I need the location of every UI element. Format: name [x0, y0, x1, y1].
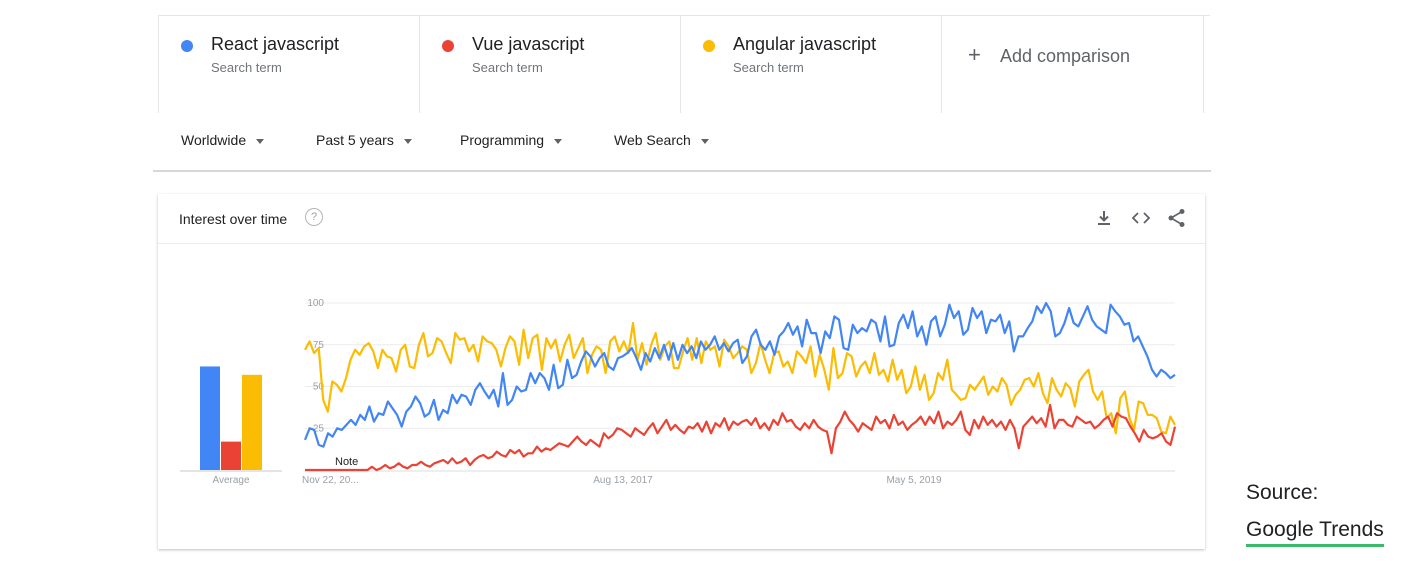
question-circle-icon[interactable]: ?	[305, 208, 323, 226]
interest-over-time-chart: Average 100 75 50 25 Note Nov 22, 20... …	[180, 298, 1177, 486]
embed-code-icon[interactable]	[1130, 207, 1152, 229]
share-icon[interactable]	[1166, 207, 1188, 229]
card-header: Interest over time ?	[158, 194, 1205, 244]
add-comparison-button[interactable]: + Add comparison	[941, 16, 1204, 113]
y-tick-label: 75	[313, 340, 325, 351]
x-tick-label: May 5, 2019	[886, 475, 941, 486]
search-term-name: React javascript	[211, 34, 340, 54]
region-filter-dropdown[interactable]: Worldwide	[181, 132, 265, 148]
series-line-angular	[304, 321, 1176, 435]
plus-icon: +	[968, 42, 981, 67]
filter-label: Worldwide	[181, 132, 247, 148]
series-color-dot	[181, 40, 193, 52]
source-label: Source:	[1246, 481, 1319, 504]
search-type-filter-dropdown[interactable]: Web Search	[614, 132, 709, 148]
download-icon[interactable]	[1093, 207, 1115, 229]
series-line-react	[303, 301, 1176, 448]
caret-down-icon	[700, 138, 709, 144]
chart-note-marker[interactable]: Note	[335, 456, 358, 468]
search-term-react[interactable]: React javascript Search term	[158, 16, 419, 113]
filter-label: Past 5 years	[316, 132, 394, 148]
filter-label: Programming	[460, 132, 545, 148]
time-range-filter-dropdown[interactable]: Past 5 years	[316, 132, 412, 148]
filter-bar: Worldwide Past 5 years Programming Web S…	[153, 112, 1211, 172]
category-filter-dropdown[interactable]: Programming	[460, 132, 563, 148]
search-term-name: Angular javascript	[733, 34, 877, 54]
search-term-vue[interactable]: Vue javascript Search term	[419, 16, 680, 113]
series-line-vue	[305, 403, 1177, 472]
filter-label: Web Search	[614, 132, 691, 148]
x-tick-label: Nov 22, 20...	[302, 475, 359, 486]
caret-down-icon	[403, 138, 412, 144]
comparison-terms-bar: React javascript Search term Vue javascr…	[158, 15, 1210, 113]
source-link[interactable]: Google Trends	[1246, 518, 1384, 547]
x-tick-label: Aug 13, 2017	[593, 475, 653, 486]
average-bar-vue	[221, 441, 241, 470]
search-term-type: Search term	[733, 60, 804, 75]
series-color-dot	[442, 40, 454, 52]
average-bars: Average	[180, 366, 282, 486]
average-bar-react	[200, 366, 220, 470]
search-term-type: Search term	[211, 60, 282, 75]
caret-down-icon	[256, 138, 265, 144]
add-comparison-label: Add comparison	[1000, 46, 1131, 66]
chart-grid: 100 75 50 25	[305, 298, 1175, 472]
y-tick-label: 100	[307, 298, 324, 309]
average-label: Average	[212, 475, 250, 486]
card-title: Interest over time	[179, 211, 288, 227]
search-term-type: Search term	[472, 60, 543, 75]
y-tick-label: 25	[313, 423, 325, 434]
series-color-dot	[703, 40, 715, 52]
interest-over-time-card: Interest over time ? Average 100	[158, 194, 1205, 549]
average-bar-angular	[242, 374, 262, 470]
caret-down-icon	[554, 138, 563, 144]
y-tick-label: 50	[313, 382, 325, 393]
search-term-angular[interactable]: Angular javascript Search term	[680, 16, 941, 113]
search-term-name: Vue javascript	[472, 34, 585, 54]
